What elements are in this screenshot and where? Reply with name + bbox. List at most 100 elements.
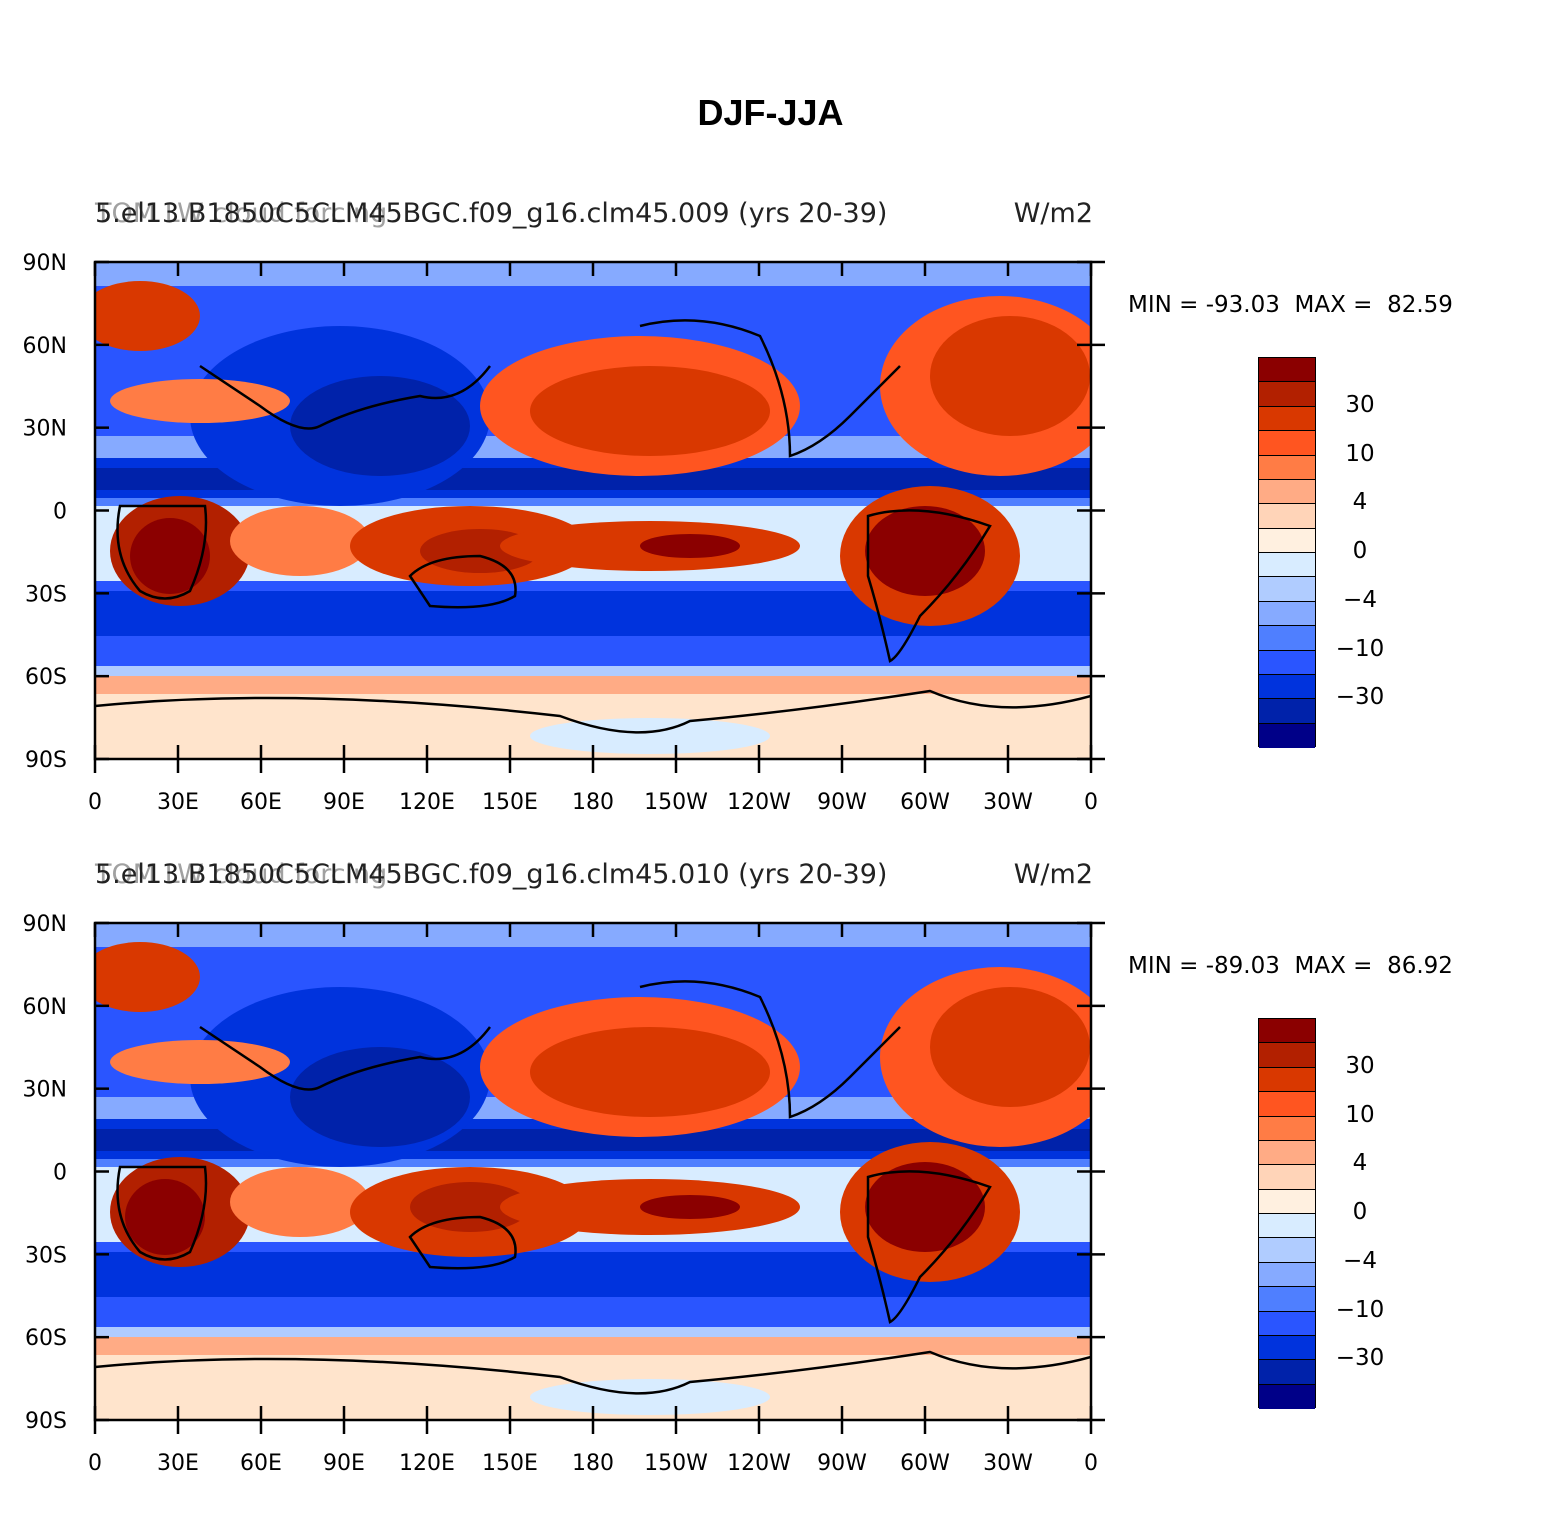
colorbar-label: 4	[1352, 489, 1368, 516]
lon-label: 60E	[240, 790, 282, 815]
field-panel-1	[95, 262, 1091, 759]
lat-label: 60S	[25, 665, 67, 690]
colorbar-segment	[1259, 1116, 1315, 1141]
lat-label: 0	[53, 1161, 67, 1186]
colorbar-label: −4	[1343, 586, 1377, 613]
colorbar-segment	[1259, 723, 1315, 748]
colorbar-segment	[1259, 528, 1315, 553]
colorbar-label: −10	[1335, 1296, 1385, 1323]
colorbar-label: 30	[1345, 1052, 1375, 1079]
colorbar-segment	[1259, 699, 1315, 724]
panel-2-max: 86.92	[1387, 953, 1453, 979]
colorbar-segment	[1259, 1043, 1315, 1068]
panel-1-min: -93.03	[1205, 292, 1280, 318]
colorbar-segment	[1259, 626, 1315, 651]
colorbar-panel-2	[1258, 1018, 1316, 1409]
panel-2-units: W/m2	[1013, 859, 1093, 890]
lat-label: 30S	[25, 1243, 67, 1268]
lat-label: 0	[53, 500, 67, 525]
colorbar-segment	[1259, 1311, 1315, 1336]
colorbar-segment	[1259, 455, 1315, 480]
lon-label: 90W	[817, 790, 867, 815]
lon-label: 0	[1084, 1451, 1098, 1476]
lon-label: 0	[88, 1451, 102, 1476]
colorbar-segment	[1259, 601, 1315, 627]
colorbar-segment	[1259, 577, 1315, 602]
figure-title: DJF-JJA	[697, 92, 844, 133]
lon-label: 0	[88, 790, 102, 815]
colorbar-segment	[1259, 1140, 1315, 1166]
colorbar-segment	[1259, 1214, 1315, 1239]
lon-label: 30W	[983, 1451, 1033, 1476]
lon-label: 120E	[399, 1451, 455, 1476]
colorbar-segment	[1259, 1384, 1315, 1409]
colorbar-segment	[1259, 1262, 1315, 1288]
panel-1-case-title: 5.el13.B1850C5CLM45BGC.f09_g16.clm45.009…	[95, 198, 888, 229]
colorbar-label: −30	[1335, 684, 1385, 711]
lon-label: 30W	[983, 790, 1033, 815]
lat-label: 30N	[23, 417, 67, 442]
lon-label: 30E	[157, 790, 199, 815]
coastlines-panel-1	[95, 319, 1091, 734]
panel-2: 90N 60N 30N 0 30S 60S 90S 0 30E 60E 90E 120E 150E 180…	[0, 857, 1541, 1517]
colorbar-segment	[1259, 1287, 1315, 1312]
lon-label: 90E	[323, 790, 365, 815]
lon-label: 180	[572, 790, 614, 815]
lon-label: 150E	[482, 790, 538, 815]
lon-label: 120W	[727, 790, 791, 815]
lat-label: 60S	[25, 1326, 67, 1351]
colorbar-segment	[1259, 1019, 1315, 1044]
lat-label: 60N	[23, 334, 67, 359]
colorbar-label: 0	[1352, 1199, 1368, 1225]
lat-label: 30S	[25, 582, 67, 607]
colorbar-segment	[1259, 1067, 1315, 1093]
colorbar-label: −30	[1335, 1345, 1385, 1372]
panel-1: 90N 60N 30N 0 30S 60S 90S 0 30E 60E 90E 120E 150E 180…	[0, 196, 1541, 856]
lon-label: 60W	[900, 1451, 950, 1476]
panel-1-overlay-title: TOM LW cloud forcing	[95, 198, 388, 229]
lon-label: 30E	[157, 1451, 199, 1476]
lat-label: 90S	[25, 748, 67, 773]
colorbar-segment	[1259, 479, 1315, 505]
map-panel-1: 90N 60N 30N 0 30S 60S 90S 0 30E 60E 90E 120E 150E 180…	[23, 251, 1105, 815]
colorbar-segment	[1259, 358, 1315, 383]
lon-label: 90E	[323, 1451, 365, 1476]
colorbar-label: 10	[1345, 440, 1375, 467]
colorbar-segment	[1259, 1189, 1315, 1214]
colorbar-segment	[1259, 1360, 1315, 1385]
panel-2-min: -89.03	[1205, 953, 1280, 979]
colorbar-segment	[1259, 504, 1315, 529]
lon-label: 60W	[900, 790, 950, 815]
lat-label: 30N	[23, 1078, 67, 1103]
colorbar-label: 4	[1352, 1150, 1368, 1177]
colorbar-label: 30	[1345, 391, 1375, 418]
colorbar-segment	[1259, 1335, 1315, 1361]
panel-1-max: 82.59	[1387, 292, 1453, 318]
lat-label: 60N	[23, 995, 67, 1020]
field-panel-2	[95, 923, 1091, 1420]
lon-label: 120E	[399, 790, 455, 815]
panel-1-minmax: MIN = -93.03 MAX = 82.59	[1128, 292, 1453, 318]
colorbar-segment	[1259, 553, 1315, 578]
panel-2-case-title: 5.el13.B1850C5CLM45BGC.f09_g16.clm45.010…	[95, 859, 888, 890]
colorbar-label: −4	[1343, 1247, 1377, 1274]
panel-1-units: W/m2	[1013, 198, 1093, 229]
lon-label: 120W	[727, 1451, 791, 1476]
colorbar-segment	[1259, 1238, 1315, 1263]
panel-2-minmax: MIN = -89.03 MAX = 86.92	[1128, 953, 1453, 979]
colorbar-segment	[1259, 431, 1315, 456]
lon-label: 150E	[482, 1451, 538, 1476]
lon-label: 90W	[817, 1451, 867, 1476]
lon-label: 0	[1084, 790, 1098, 815]
colorbar-label: 0	[1352, 538, 1368, 564]
lon-label: 180	[572, 1451, 614, 1476]
lon-label: 60E	[240, 1451, 282, 1476]
lon-label: 150W	[644, 1451, 708, 1476]
coastlines-panel-2	[95, 980, 1091, 1395]
lat-label: 90N	[23, 251, 67, 276]
colorbar-segment	[1259, 406, 1315, 432]
panel-2-overlay-title: TOM LW cloud forcing	[95, 859, 388, 890]
colorbar-segment	[1259, 674, 1315, 700]
lon-label: 150W	[644, 790, 708, 815]
map-panel-2: 90N 60N 30N 0 30S 60S 90S 0 30E 60E 90E 120E 150E 180…	[23, 912, 1105, 1476]
